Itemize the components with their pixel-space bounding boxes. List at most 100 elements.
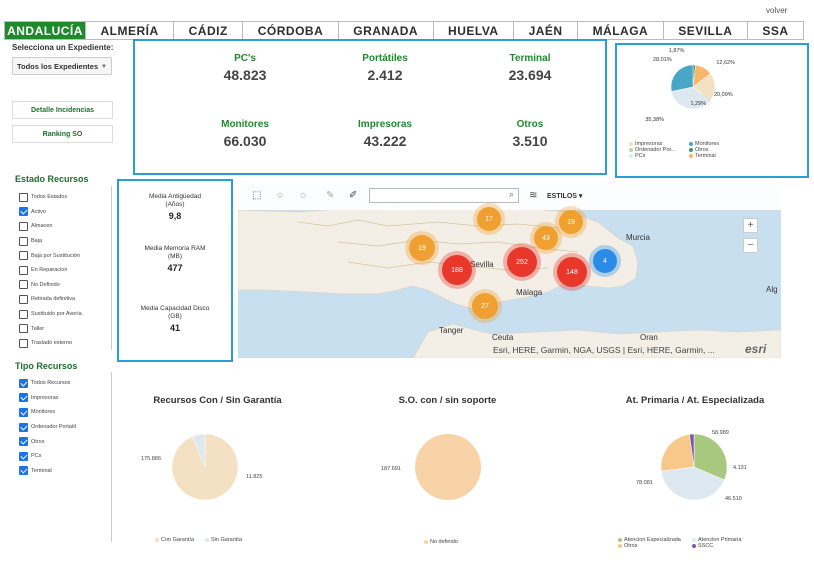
- checkbox-row-sustituido-por-averia[interactable]: Sustituido por Avería: [19, 307, 82, 322]
- tab-cordoba[interactable]: CÓRDOBA: [242, 22, 337, 39]
- expediente-select[interactable]: Todos los Expedientes ▼: [12, 57, 112, 75]
- legend-label: Ordenador Por...: [635, 147, 676, 153]
- checkbox[interactable]: [19, 451, 28, 461]
- legend-swatch: [155, 538, 159, 542]
- checkbox[interactable]: [19, 309, 28, 319]
- checkbox[interactable]: [19, 466, 28, 476]
- resource-pie-label: 12,62%: [716, 59, 735, 66]
- chart-title-s-o-con-sin-soporte: S.O. con / sin soporte: [398, 395, 497, 406]
- checkbox-row-monitores[interactable]: Monitores: [19, 405, 76, 420]
- checkbox[interactable]: [19, 324, 28, 334]
- estilos-dropdown[interactable]: ESTILOS ▾: [547, 193, 583, 200]
- legend-swatch: [618, 538, 622, 542]
- checkbox[interactable]: [19, 294, 28, 304]
- checkbox-label: No Definido: [31, 281, 60, 288]
- s-o-con-sin-soporte-slice-no-definido[interactable]: [415, 434, 481, 500]
- checkbox-row-todos-estados[interactable]: Todos Estados: [19, 190, 82, 205]
- legend-label: Impresoras: [635, 141, 663, 147]
- legend-swatch: [689, 148, 693, 152]
- checkbox-label: Impresoras: [31, 394, 59, 401]
- zoom-in-button[interactable]: +: [743, 218, 758, 233]
- checkbox-row-impresoras[interactable]: Impresoras: [19, 391, 76, 406]
- zoom-out-button[interactable]: −: [743, 238, 758, 253]
- checkbox-row-baja-por-sustitucion[interactable]: Baja por Sustitución: [19, 248, 82, 263]
- checkbox-row-traslado-externo[interactable]: Traslado externo: [19, 336, 82, 351]
- checkbox[interactable]: [19, 378, 28, 388]
- resource-pie-slice-pcs[interactable]: [671, 86, 711, 110]
- stat-label: Portátiles: [362, 53, 408, 64]
- tab-huelva[interactable]: HUELVA: [432, 22, 514, 39]
- map-cluster[interactable]: 4: [593, 249, 617, 273]
- checkbox-row-baja[interactable]: Baja: [19, 234, 82, 249]
- map-cluster[interactable]: 19: [559, 210, 583, 234]
- checkbox[interactable]: [19, 393, 28, 403]
- checkbox-row-taller[interactable]: Taller: [19, 321, 82, 336]
- checkbox[interactable]: [19, 280, 28, 290]
- checkbox[interactable]: [19, 236, 28, 246]
- tab-sevilla[interactable]: SEVILLA: [662, 22, 747, 39]
- map-cluster[interactable]: 188: [442, 255, 472, 285]
- checkbox[interactable]: [19, 338, 28, 348]
- checkbox-row-en-reparacion[interactable]: En Reparacion: [19, 263, 82, 278]
- checkbox[interactable]: [19, 192, 28, 202]
- stat-label: Monitores: [221, 119, 269, 130]
- at-primaria-at-especializada-slice-atencion-primaria[interactable]: [660, 466, 725, 501]
- map-cluster[interactable]: 148: [557, 257, 587, 287]
- tab-cadiz[interactable]: CÁDIZ: [173, 22, 242, 39]
- tab-almeria[interactable]: ALMERÍA: [85, 22, 173, 39]
- media-media-antiguedad-anos: Media Antigüedad (Años) 9,8: [119, 193, 231, 221]
- checkbox-row-ordenador-portatil[interactable]: Ordenador Portatil: [19, 420, 76, 435]
- detalle-incidencias-button[interactable]: Detalle Incidencias: [12, 101, 113, 119]
- map-cluster[interactable]: 252: [507, 247, 537, 277]
- tab-ssa[interactable]: SSA: [746, 22, 803, 39]
- recursos-con-sin-garantia-slice-sin-garantia[interactable]: [191, 433, 206, 468]
- checkbox[interactable]: [19, 265, 28, 275]
- at-primaria-at-especializada-slice-atencion-especializada[interactable]: [693, 433, 728, 481]
- tab-granada[interactable]: GRANADA: [337, 22, 433, 39]
- checkbox[interactable]: [19, 207, 28, 217]
- lasso-icon[interactable]: ◌: [300, 190, 306, 201]
- tab-malaga[interactable]: MÁLAGA: [577, 22, 663, 39]
- select-area-icon[interactable]: ⬚: [252, 190, 262, 201]
- circle-select-icon[interactable]: ◌: [277, 190, 283, 201]
- resource-pie-slice-monitores[interactable]: [670, 64, 694, 92]
- resource-pie-label: 1,29%: [690, 100, 707, 107]
- ranking-so-button[interactable]: Ranking SO: [12, 125, 113, 143]
- legend-swatch: [689, 154, 693, 158]
- map-cluster[interactable]: 27: [472, 293, 498, 319]
- layers-icon[interactable]: ≋: [529, 190, 538, 201]
- map-cluster[interactable]: 17: [477, 207, 501, 231]
- at-primaria-at-especializada-slice-sscc[interactable]: [689, 433, 695, 468]
- checkbox-row-retirada-definitiva[interactable]: Retirada definitiva: [19, 292, 82, 307]
- stat-value: 48.823: [223, 67, 267, 83]
- media-label: Media Antigüedad (Años): [148, 193, 202, 208]
- checkbox[interactable]: [19, 437, 28, 447]
- tab-jaen[interactable]: JAÉN: [513, 22, 577, 39]
- tab-andalucia[interactable]: ANDALUCÍA: [5, 22, 85, 39]
- checkbox-row-no-definido[interactable]: No Definido: [19, 278, 82, 293]
- checkbox[interactable]: [19, 251, 28, 261]
- map-cluster[interactable]: 19: [409, 235, 435, 261]
- stat-label: PC's: [234, 53, 256, 64]
- map-place-ceuta: Ceuta: [492, 333, 514, 342]
- checkbox[interactable]: [19, 221, 28, 231]
- checkbox-row-pcs[interactable]: PCs: [19, 449, 76, 464]
- volver-link[interactable]: volver: [766, 6, 788, 15]
- checkbox[interactable]: [19, 407, 28, 417]
- resource-pie-label: 1,87%: [668, 48, 685, 55]
- stat-impresoras: Impresoras 43.222: [310, 119, 460, 149]
- checkbox[interactable]: [19, 422, 28, 432]
- checkbox-row-activo[interactable]: Activo: [19, 205, 82, 220]
- checkbox-row-terminal[interactable]: Terminal: [19, 464, 76, 479]
- at-primaria-at-especializada-slice-otros[interactable]: [660, 434, 695, 472]
- chevron-down-icon: ▼: [101, 64, 107, 70]
- map-search-input[interactable]: ⌕: [369, 188, 519, 203]
- map-cluster[interactable]: 43: [534, 226, 558, 250]
- checkbox-row-almacen[interactable]: Almacen: [19, 219, 82, 234]
- map-view[interactable]: [238, 182, 781, 358]
- checkbox-row-todos-recursos[interactable]: Todos Recursos: [19, 376, 76, 391]
- checkbox-row-otros[interactable]: Otros: [19, 434, 76, 449]
- edit-icon[interactable]: ✐: [349, 190, 358, 201]
- measure-icon[interactable]: ✎: [326, 190, 335, 201]
- legend-ordenador-por: Ordenador Por...: [629, 147, 676, 153]
